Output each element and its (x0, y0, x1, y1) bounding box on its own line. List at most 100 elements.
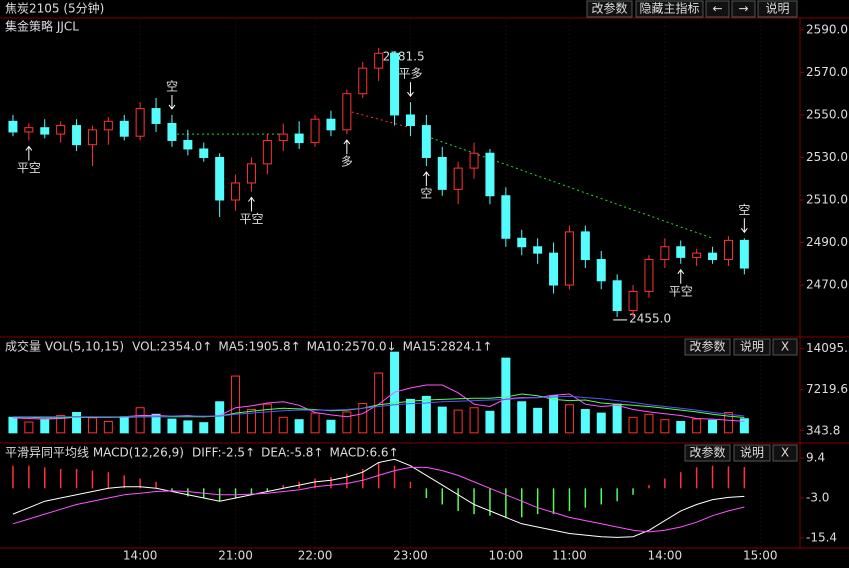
signal-label: 平空 (239, 212, 263, 226)
candle-body (342, 93, 352, 131)
button[interactable]: → (731, 0, 756, 18)
candle-body (437, 156, 447, 190)
button-label[interactable]: 说明 (740, 339, 764, 354)
candle-body (135, 108, 145, 137)
candle-body (485, 152, 495, 197)
button-label[interactable]: 改参数 (689, 339, 725, 354)
candle-body (469, 152, 479, 169)
volume-bar (421, 395, 431, 434)
volume-bar (628, 416, 638, 434)
volume-bar (612, 403, 622, 434)
button-label[interactable]: → (738, 2, 748, 16)
button-label[interactable]: 隐藏主指标 (639, 1, 699, 16)
candle-body (231, 182, 241, 201)
volume-bar (40, 419, 50, 434)
candle-body (453, 167, 463, 190)
button[interactable]: 说明 (757, 0, 798, 18)
candle-body (723, 239, 733, 261)
button[interactable]: 改参数 (684, 338, 731, 356)
macd-line (12, 466, 745, 533)
candle-body (183, 139, 193, 150)
guide-line (346, 110, 411, 129)
button-label[interactable]: ← (712, 2, 722, 16)
candle-body (326, 118, 336, 131)
volume-bar (119, 416, 129, 434)
legend-entry: MA5:1905.8↑ (218, 340, 300, 354)
volume-bar (135, 407, 145, 434)
candle-body (72, 125, 82, 146)
candle-body (87, 129, 97, 146)
candle-body (390, 52, 400, 116)
volume-bar (246, 409, 256, 434)
volume-bar (564, 404, 574, 434)
volume-bar (167, 418, 177, 434)
button[interactable]: ← (705, 0, 730, 18)
y-tick-label: 2490.0 (806, 235, 848, 249)
candle-body (8, 120, 18, 133)
button[interactable]: 说明 (733, 444, 771, 462)
volume-bar (723, 412, 733, 434)
volume-bar (56, 415, 66, 434)
candle-body (24, 127, 34, 133)
candle-body (167, 122, 177, 141)
title: 焦炭2105 (5分钟) (5, 1, 104, 16)
volume-bar (676, 420, 686, 434)
volume-bar (517, 401, 527, 434)
button-label[interactable]: 改参数 (689, 445, 725, 460)
volume-bar (262, 403, 272, 434)
button-label[interactable]: 说明 (765, 1, 789, 16)
button-label[interactable]: 说明 (740, 445, 764, 460)
candle-body (40, 127, 50, 135)
y-tick-label: 2550.0 (806, 107, 848, 121)
candle-body (739, 239, 749, 269)
volume-bar (215, 401, 225, 434)
volume-bar (533, 407, 543, 434)
y-tick-label: -3.0 (806, 491, 829, 505)
volume-bar (596, 412, 606, 434)
volume-bar (501, 357, 511, 434)
volume-bar (374, 372, 384, 434)
candle-body (517, 237, 527, 248)
candle-body (644, 259, 654, 292)
button[interactable]: 隐藏主指标 (635, 0, 704, 18)
panel-title: 平滑异同平均线 MACD(12,26,9) (5, 446, 184, 460)
y-tick-label: 9.4 (806, 451, 825, 465)
signal-label: 平多 (398, 67, 422, 81)
button-label[interactable]: X (781, 340, 789, 354)
y-tick-label: 343.8 (806, 423, 840, 437)
x-tick-label: 22:00 (298, 549, 333, 563)
x-tick-label: 14:00 (123, 549, 158, 563)
button-label[interactable]: 改参数 (591, 1, 627, 16)
x-tick-label: 23:00 (393, 549, 428, 563)
button[interactable]: 说明 (733, 338, 771, 356)
volume-bar (469, 407, 479, 434)
button[interactable]: X (772, 338, 798, 356)
y-tick-label: 2470.0 (806, 278, 848, 292)
volume-bar (103, 420, 113, 434)
x-tick-label: 15:00 (743, 549, 778, 563)
volume-bar (310, 412, 320, 434)
legend-entry: MA15:2824.1↑ (403, 340, 493, 354)
signal-label: 平空 (17, 161, 41, 175)
volume-bar (692, 418, 702, 434)
candle-body (501, 195, 511, 239)
button-label[interactable]: X (781, 446, 789, 460)
volume-bar (342, 411, 352, 434)
legend-entry: MACD:6.6↑ (329, 446, 398, 460)
button[interactable]: 改参数 (586, 0, 633, 18)
volume-bar (294, 419, 304, 434)
candle-body (294, 133, 304, 144)
x-tick-label: 11:00 (552, 549, 587, 563)
candle-body (262, 139, 272, 165)
button[interactable]: 改参数 (684, 444, 731, 462)
candle-body (692, 252, 702, 258)
y-tick-label: 7219.6 (806, 382, 848, 396)
legend-entry: MA10:2570.0↓ (307, 340, 397, 354)
candle-body (119, 120, 129, 137)
candle-body (310, 118, 320, 144)
candle-body (533, 246, 543, 254)
low-label: 2455.0 (629, 311, 671, 325)
legend-entry: DIFF:-2.5↑ (192, 446, 255, 460)
button[interactable]: X (772, 444, 798, 462)
